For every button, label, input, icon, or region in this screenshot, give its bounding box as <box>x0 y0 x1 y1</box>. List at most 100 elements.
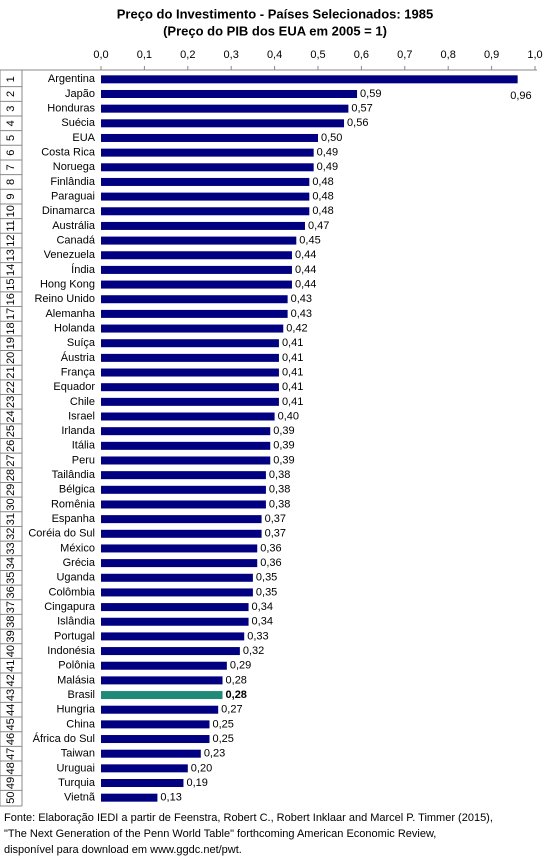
value-label: 0,41 <box>282 352 303 364</box>
x-tick-label: 0,7 <box>397 49 412 61</box>
bar <box>101 324 284 333</box>
value-label: 0,44 <box>295 278 316 290</box>
rank-label: 43 <box>5 689 17 701</box>
value-label: 0,43 <box>291 308 312 320</box>
rank-label: 7 <box>5 164 17 170</box>
category-label: Grécia <box>63 557 96 569</box>
rank-label: 46 <box>5 733 17 745</box>
value-label: 0,44 <box>295 264 316 276</box>
rank-label: 45 <box>5 718 17 730</box>
category-label: Costa Rica <box>41 147 96 159</box>
bar <box>101 603 249 612</box>
rank-label: 39 <box>5 630 17 642</box>
value-label: 0,57 <box>351 103 372 115</box>
rank-label: 10 <box>5 205 17 217</box>
category-label: França <box>61 366 96 378</box>
x-tick-label: 0,9 <box>484 49 499 61</box>
x-tick-label: 0,5 <box>310 49 325 61</box>
value-label: 0,45 <box>299 234 320 246</box>
chart-title: Preço do Investimento - Países Seleciona… <box>117 6 433 21</box>
rank-label: 11 <box>5 220 17 231</box>
rank-label: 41 <box>5 660 17 672</box>
source-note: Fonte: Elaboração IEDI a partir de Feens… <box>4 812 493 824</box>
rank-label: 42 <box>5 674 17 686</box>
bar <box>101 75 518 84</box>
category-label: Honduras <box>47 103 95 115</box>
rank-label: 24 <box>5 410 17 422</box>
bar <box>101 353 279 362</box>
value-label: 0,40 <box>278 410 299 422</box>
bar <box>101 207 310 216</box>
value-label: 0,39 <box>273 454 294 466</box>
bar <box>101 779 184 788</box>
bar <box>101 617 249 626</box>
bar <box>101 573 253 582</box>
rank-label: 12 <box>5 234 17 246</box>
bar <box>101 412 275 421</box>
category-label: Suécia <box>61 117 96 129</box>
category-label: Turquia <box>58 777 96 789</box>
rank-label: 21 <box>5 366 17 378</box>
value-label: 0,36 <box>260 542 281 554</box>
value-label: 0,34 <box>252 616 273 628</box>
rank-label: 16 <box>5 293 17 305</box>
category-label: Islândia <box>57 616 96 628</box>
value-label: 0,20 <box>191 762 212 774</box>
bar <box>101 676 223 685</box>
bar <box>101 251 292 260</box>
value-label: 0,37 <box>265 513 286 525</box>
category-label: Reino Unido <box>34 293 95 305</box>
bar <box>101 221 305 230</box>
value-label: 0,38 <box>269 484 290 496</box>
bar <box>101 383 279 392</box>
category-label: Polônia <box>58 660 96 672</box>
category-label: Uganda <box>56 572 95 584</box>
bar <box>101 441 271 450</box>
rank-label: 5 <box>5 135 17 141</box>
x-tick-label: 0,1 <box>137 49 152 61</box>
category-label: Austrália <box>52 220 96 232</box>
value-label: 0,39 <box>273 425 294 437</box>
category-label: Bélgica <box>59 484 96 496</box>
category-label: Equador <box>53 381 95 393</box>
value-label: 0,34 <box>252 601 273 613</box>
category-label: Irlanda <box>61 425 96 437</box>
bar <box>101 544 258 553</box>
bar <box>101 163 314 172</box>
rank-label: 44 <box>5 704 17 716</box>
bar <box>101 661 227 670</box>
category-label: Brasil <box>67 689 95 701</box>
source-note: "The Next Generation of the Penn World T… <box>4 828 436 840</box>
value-label: 0,49 <box>317 147 338 159</box>
category-label: Portugal <box>54 630 95 642</box>
bar <box>101 515 262 524</box>
bar <box>101 559 258 568</box>
bar <box>101 691 223 700</box>
category-label: Tailândia <box>52 469 96 481</box>
value-label: 0,43 <box>291 293 312 305</box>
rank-label: 4 <box>5 120 17 126</box>
rank-label: 32 <box>5 528 17 540</box>
value-label: 0,44 <box>295 249 316 261</box>
bar <box>101 192 310 201</box>
rank-label: 28 <box>5 469 17 481</box>
bar <box>101 368 279 377</box>
category-label: Cingapura <box>44 601 96 613</box>
rank-label: 49 <box>5 777 17 789</box>
value-label: 0,41 <box>282 366 303 378</box>
rank-label: 17 <box>5 308 17 320</box>
value-label: 0,25 <box>213 718 234 730</box>
rank-label: 29 <box>5 484 17 496</box>
value-label: 0,50 <box>321 132 342 144</box>
bar <box>101 456 271 465</box>
bar <box>101 309 288 318</box>
bar <box>101 280 292 289</box>
value-label: 0,42 <box>286 322 307 334</box>
rank-label: 27 <box>5 454 17 466</box>
bar <box>101 119 345 128</box>
category-label: Taiwan <box>61 748 95 760</box>
value-label: 0,49 <box>317 161 338 173</box>
category-label: Chile <box>70 396 95 408</box>
bar <box>101 148 314 157</box>
